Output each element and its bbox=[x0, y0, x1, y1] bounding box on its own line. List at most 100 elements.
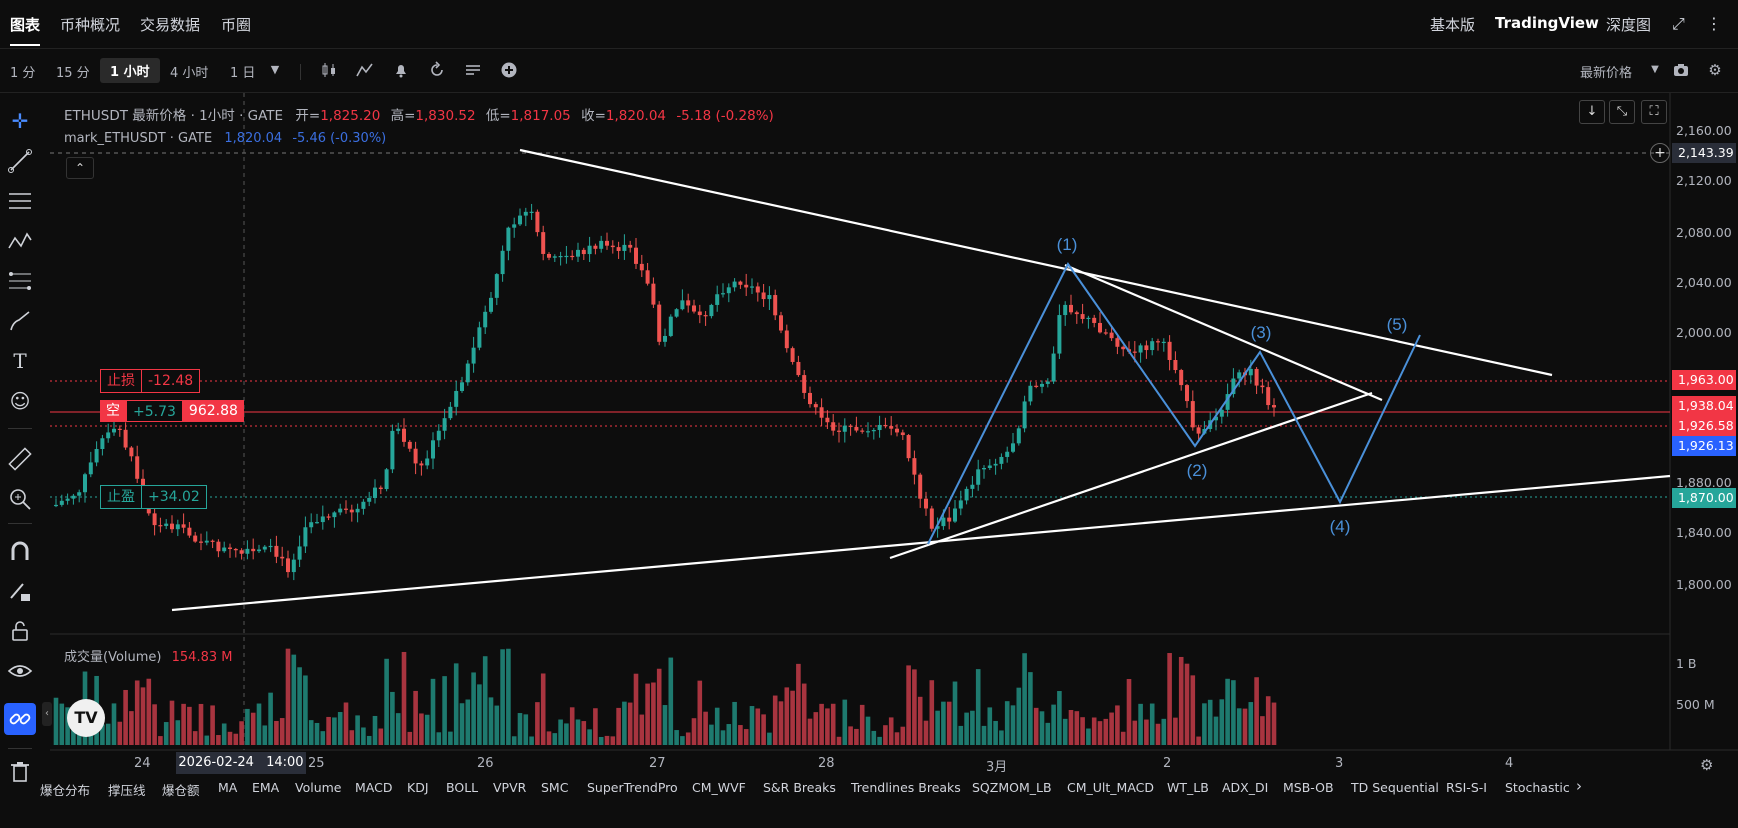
candle bbox=[1080, 314, 1085, 319]
alert-icon[interactable] bbox=[392, 61, 410, 79]
eye-icon[interactable] bbox=[4, 655, 36, 687]
volume-bar bbox=[471, 672, 476, 745]
trendline[interactable] bbox=[171, 474, 1671, 612]
crosshair-icon[interactable]: ✛ bbox=[11, 109, 29, 133]
download-icon[interactable]: ↓ bbox=[1579, 100, 1605, 124]
link-icon[interactable] bbox=[4, 703, 36, 735]
magnet-icon[interactable] bbox=[4, 535, 36, 567]
add-icon[interactable] bbox=[500, 61, 518, 79]
trendline[interactable] bbox=[519, 148, 1553, 377]
more-icon[interactable]: ⋮ bbox=[1706, 14, 1722, 33]
horizontal-lines-icon[interactable] bbox=[4, 185, 36, 217]
indicator-20[interactable]: TD Sequential bbox=[1351, 780, 1439, 795]
candle bbox=[987, 465, 992, 468]
replay-icon[interactable] bbox=[428, 61, 446, 79]
fullscreen-icon[interactable]: ⛶ bbox=[1641, 100, 1667, 124]
candle bbox=[483, 311, 488, 328]
indicator-0[interactable]: 爆仓分布 bbox=[40, 783, 91, 798]
candle bbox=[193, 535, 198, 542]
indicator-4[interactable]: EMA bbox=[252, 780, 280, 795]
add-price-line-icon[interactable]: + bbox=[1650, 143, 1670, 163]
candle bbox=[123, 429, 128, 448]
zoom-in-icon[interactable] bbox=[4, 483, 36, 515]
basic-view-button[interactable]: 基本版 bbox=[1430, 16, 1476, 34]
indicator-17[interactable]: WT_LB bbox=[1167, 780, 1209, 795]
interval-4h[interactable]: 4 小时 bbox=[170, 66, 209, 81]
tradingview-logo[interactable]: TV bbox=[67, 699, 105, 737]
indicator-22[interactable]: Stochastic bbox=[1505, 780, 1570, 795]
collapse-legend-button[interactable]: ⌃ bbox=[66, 157, 94, 179]
tab-coin-circle[interactable]: 币圈 bbox=[221, 16, 252, 34]
indicator-18[interactable]: ADX_DI bbox=[1222, 780, 1269, 795]
tab-coin-overview[interactable]: 币种概况 bbox=[60, 16, 121, 34]
indicator-10[interactable]: SMC bbox=[541, 780, 569, 795]
price-type-select[interactable]: 最新价格 bbox=[1580, 66, 1633, 81]
indicator-2[interactable]: 爆仓额 bbox=[162, 783, 200, 798]
depth-chart-button[interactable]: 深度图 bbox=[1606, 16, 1652, 34]
chevron-down-icon[interactable]: ▼ bbox=[1651, 64, 1659, 75]
indicator-1[interactable]: 撑压线 bbox=[108, 783, 146, 798]
indicator-16[interactable]: CM_Ult_MACD bbox=[1067, 780, 1155, 795]
indicator-14[interactable]: Trendlines Breaks bbox=[851, 780, 961, 795]
tab-chart[interactable]: 图表 bbox=[10, 16, 41, 34]
short-position-order[interactable]: 空 +5.73 962.88 bbox=[100, 400, 244, 422]
indicator-21[interactable]: RSI-S-I bbox=[1446, 780, 1487, 795]
trendline[interactable] bbox=[1064, 263, 1383, 402]
tab-trading-data[interactable]: 交易数据 bbox=[140, 16, 201, 34]
indicator-19[interactable]: MSB-OB bbox=[1283, 780, 1334, 795]
indicator-9[interactable]: VPVR bbox=[493, 780, 527, 795]
chevron-right-icon[interactable]: › bbox=[1576, 777, 1582, 795]
volume-bar bbox=[320, 731, 326, 745]
take-profit-label: 止盈 bbox=[101, 486, 142, 508]
ruler-icon[interactable] bbox=[4, 443, 36, 475]
candles-icon[interactable] bbox=[320, 61, 338, 79]
indicator-6[interactable]: MACD bbox=[355, 780, 393, 795]
candle bbox=[802, 375, 807, 393]
settings-icon[interactable]: ⚙ bbox=[1700, 756, 1714, 774]
emoji-icon[interactable]: ☺ bbox=[9, 389, 31, 413]
volume-bar bbox=[378, 728, 384, 745]
trendline[interactable] bbox=[889, 391, 1373, 560]
indicator-11[interactable]: SuperTrendPro bbox=[587, 780, 678, 795]
indicator-15[interactable]: SQZMOM_LB bbox=[972, 780, 1052, 795]
indicator-7[interactable]: KDJ bbox=[407, 780, 429, 795]
tradingview-button[interactable]: TradingView bbox=[1495, 14, 1599, 32]
candle bbox=[216, 541, 221, 552]
brush-icon[interactable] bbox=[4, 305, 36, 337]
elliott-wave-path[interactable] bbox=[927, 262, 1421, 545]
volume-bar bbox=[540, 673, 546, 745]
templates-icon[interactable] bbox=[464, 61, 482, 79]
symbol-title[interactable]: ETHUSDT 最新价格 · 1小时 · GATE bbox=[64, 108, 284, 124]
edit-lock-icon[interactable] bbox=[4, 575, 36, 607]
indicator-8[interactable]: BOLL bbox=[446, 780, 479, 795]
indicators-icon[interactable] bbox=[356, 61, 374, 79]
volume-bar bbox=[848, 726, 853, 745]
take-profit-order[interactable]: 止盈 +34.02 bbox=[100, 485, 207, 509]
trendline-icon[interactable] bbox=[4, 145, 36, 177]
collapse-toolbar-handle[interactable]: ‹ bbox=[42, 702, 52, 726]
expand-icon[interactable]: ⤢ bbox=[1672, 14, 1685, 33]
text-icon[interactable]: T bbox=[13, 349, 27, 373]
fib-icon[interactable] bbox=[4, 265, 36, 297]
interval-15m[interactable]: 15 分 bbox=[56, 66, 90, 81]
trash-icon[interactable] bbox=[4, 755, 36, 787]
chevron-down-icon[interactable]: ▼ bbox=[270, 63, 280, 76]
collapse-arrows-icon[interactable]: ⤡ bbox=[1609, 100, 1635, 124]
indicator-5[interactable]: Volume bbox=[295, 780, 342, 795]
indicator-12[interactable]: CM_WVF bbox=[692, 780, 746, 795]
stop-loss-order[interactable]: 止损 -12.48 bbox=[100, 369, 201, 393]
settings-icon[interactable]: ⚙ bbox=[1708, 61, 1722, 79]
drawing-toolbar: ✛ T ☺ bbox=[0, 93, 42, 793]
volume-label[interactable]: 成交量(Volume) bbox=[64, 650, 162, 665]
pattern-icon[interactable] bbox=[4, 225, 36, 257]
volume-bar bbox=[668, 657, 674, 745]
interval-1h[interactable]: 1 小时 bbox=[100, 58, 160, 83]
lock-icon[interactable] bbox=[4, 615, 36, 647]
indicator-13[interactable]: S&R Breaks bbox=[763, 780, 836, 795]
interval-1m[interactable]: 1 分 bbox=[10, 66, 36, 81]
interval-1d[interactable]: 1 日 bbox=[230, 66, 256, 81]
mark-symbol[interactable]: mark_ETHUSDT · GATE bbox=[64, 131, 213, 146]
camera-icon[interactable] bbox=[1672, 61, 1690, 79]
indicator-3[interactable]: MA bbox=[218, 780, 238, 795]
